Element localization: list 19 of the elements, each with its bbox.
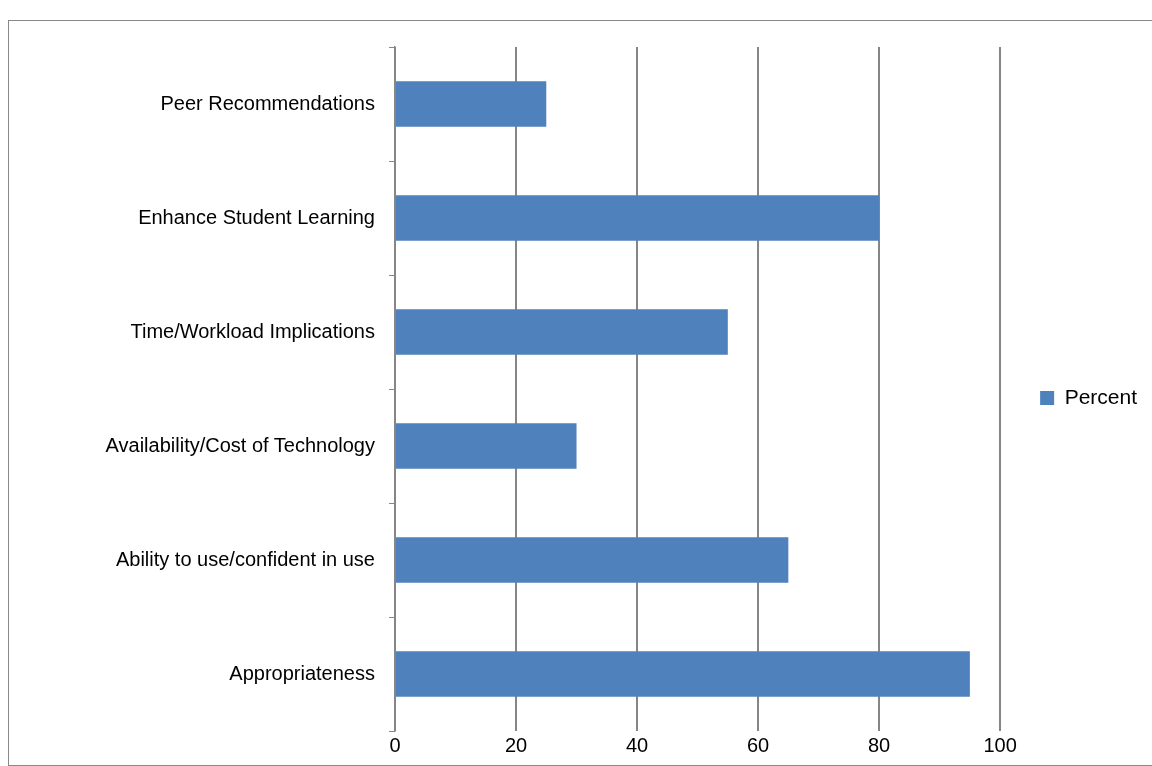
y-tick-label: Enhance Student Learning xyxy=(138,205,375,228)
y-tick-label: Time/Workload Implications xyxy=(130,319,375,342)
bar xyxy=(396,651,970,697)
bar xyxy=(396,423,577,469)
x-tick-label: 40 xyxy=(625,733,649,756)
x-tick-label: 0 xyxy=(389,733,401,756)
x-tick-label: 20 xyxy=(504,733,528,756)
bar xyxy=(396,195,880,241)
x-tick-label: 100 xyxy=(983,733,1017,756)
bar xyxy=(396,81,547,127)
bar xyxy=(396,309,728,355)
y-tick-label: Availability/Cost of Technology xyxy=(105,433,375,456)
y-tick-label: Ability to use/confident in use xyxy=(115,547,375,570)
bar xyxy=(396,537,789,583)
x-tick-label: 60 xyxy=(746,733,770,756)
legend-label: Percent xyxy=(1064,384,1138,408)
x-tick-label: 80 xyxy=(867,733,891,756)
y-tick-label: Peer Recommendations xyxy=(160,91,375,114)
y-tick-label: Appropriateness xyxy=(229,661,375,684)
